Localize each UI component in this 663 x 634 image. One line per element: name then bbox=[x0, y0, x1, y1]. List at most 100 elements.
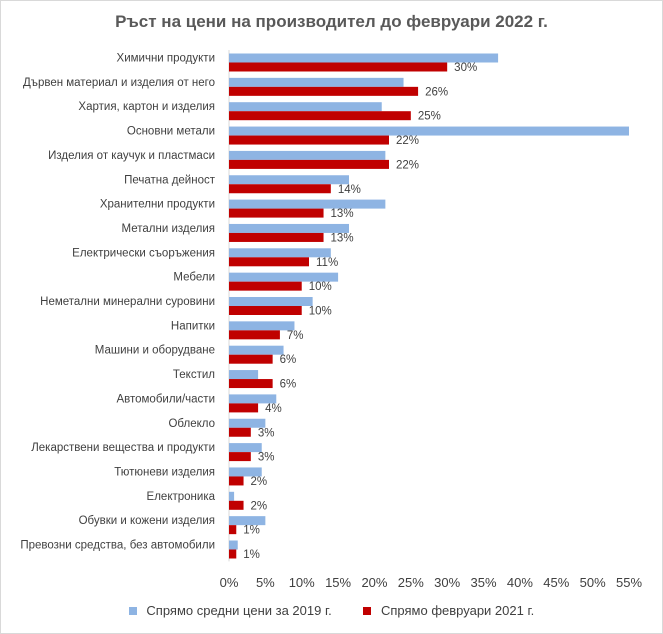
data-label-feb2021: 26% bbox=[425, 86, 448, 98]
bar-feb2021 bbox=[229, 330, 280, 340]
bar-feb2021 bbox=[229, 184, 331, 194]
category-label: Хранителни продукти bbox=[100, 199, 215, 211]
data-label-feb2021: 4% bbox=[265, 403, 282, 415]
bar-2019 bbox=[229, 321, 295, 331]
x-tick-label: 20% bbox=[361, 575, 387, 590]
bar-2019 bbox=[229, 272, 339, 282]
bar-2019 bbox=[229, 102, 382, 112]
data-label-feb2021: 3% bbox=[258, 452, 275, 464]
legend: Спрямо средни цени за 2019 г. Спрямо фев… bbox=[0, 603, 663, 618]
category-label: Изделия от каучук и пластмаси bbox=[48, 150, 215, 162]
data-label-feb2021: 13% bbox=[331, 232, 354, 244]
bar-2019 bbox=[229, 223, 349, 233]
x-tick-label: 10% bbox=[289, 575, 315, 590]
data-label-feb2021: 22% bbox=[396, 135, 419, 147]
bar-2019 bbox=[229, 345, 284, 355]
bar-feb2021 bbox=[229, 549, 237, 559]
bar-feb2021 bbox=[229, 281, 302, 291]
bar-feb2021 bbox=[229, 257, 309, 267]
data-label-feb2021: 11% bbox=[316, 257, 338, 269]
legend-label-2019: Спрямо средни цени за 2019 г. bbox=[146, 603, 332, 618]
bar-2019 bbox=[229, 370, 259, 380]
bar-feb2021 bbox=[229, 427, 251, 437]
bar-2019 bbox=[229, 175, 349, 185]
bar-feb2021 bbox=[229, 500, 244, 510]
data-label-feb2021: 6% bbox=[280, 354, 297, 366]
x-tick-label: 5% bbox=[256, 575, 275, 590]
x-tick-label: 35% bbox=[471, 575, 497, 590]
bar-2019 bbox=[229, 467, 262, 477]
category-label: Метални изделия bbox=[122, 223, 215, 235]
bar-2019 bbox=[229, 418, 266, 428]
bar-feb2021 bbox=[229, 306, 302, 315]
data-label-feb2021: 13% bbox=[331, 208, 354, 220]
category-label: Напитки bbox=[171, 320, 215, 332]
data-label-feb2021: 25% bbox=[418, 111, 441, 123]
legend-label-feb2021: Спрямо февруари 2021 г. bbox=[380, 603, 535, 618]
data-label-feb2021: 1% bbox=[243, 525, 260, 537]
bar-feb2021 bbox=[229, 379, 273, 389]
category-label: Електроника bbox=[147, 491, 216, 503]
category-label: Неметални минерални суровини bbox=[40, 296, 215, 308]
bar-2019 bbox=[229, 126, 629, 136]
bar-feb2021 bbox=[229, 62, 448, 72]
legend-item-feb2021: Спрямо февруари 2021 г. bbox=[363, 603, 534, 618]
x-tick-label: 30% bbox=[434, 575, 460, 590]
bar-2019 bbox=[229, 199, 386, 209]
legend-item-2019: Спрямо средни цени за 2019 г. bbox=[128, 603, 332, 618]
bar-feb2021 bbox=[229, 111, 411, 121]
category-label: Автомобили/части bbox=[116, 393, 215, 405]
bar-feb2021 bbox=[229, 135, 389, 145]
bar-feb2021 bbox=[229, 354, 273, 364]
category-label: Дървен материал и изделия от него bbox=[23, 77, 215, 89]
bar-feb2021 bbox=[229, 525, 237, 535]
data-label-feb2021: 6% bbox=[280, 379, 297, 391]
category-label: Мебели bbox=[173, 272, 215, 284]
bar-feb2021 bbox=[229, 232, 324, 242]
category-label: Обувки и кожени изделия bbox=[79, 515, 215, 527]
category-label: Печатна дейност bbox=[124, 174, 216, 186]
bar-2019 bbox=[229, 77, 404, 87]
data-label-feb2021: 30% bbox=[454, 62, 477, 74]
bar-2019 bbox=[229, 540, 238, 550]
legend-swatch-2019 bbox=[128, 606, 137, 615]
bar-2019 bbox=[229, 394, 277, 404]
category-label: Облекло bbox=[168, 418, 215, 430]
category-label: Текстил bbox=[173, 369, 215, 381]
category-label: Химични продукти bbox=[117, 53, 215, 65]
x-tick-label: 55% bbox=[616, 575, 642, 590]
bar-feb2021 bbox=[229, 159, 389, 169]
category-label: Превозни средства, без автомобили bbox=[20, 540, 215, 552]
category-label: Тютюневи изделия bbox=[114, 466, 215, 478]
chart-title: Ръст на цени на производител до февруари… bbox=[115, 12, 548, 31]
x-tick-label: 25% bbox=[398, 575, 424, 590]
bar-feb2021 bbox=[229, 403, 259, 413]
bar-2019 bbox=[229, 297, 313, 306]
bar-feb2021 bbox=[229, 452, 251, 462]
legend-swatch-feb2021 bbox=[363, 606, 372, 615]
bar-feb2021 bbox=[229, 208, 324, 218]
x-tick-label: 45% bbox=[543, 575, 569, 590]
bar-2019 bbox=[229, 516, 266, 526]
bar-2019 bbox=[229, 150, 386, 160]
x-tick-label: 0% bbox=[220, 575, 239, 590]
data-label-feb2021: 10% bbox=[309, 281, 332, 293]
data-label-feb2021: 7% bbox=[287, 330, 304, 342]
bar-2019 bbox=[229, 491, 235, 501]
data-label-feb2021: 2% bbox=[251, 476, 268, 488]
data-label-feb2021: 14% bbox=[338, 184, 361, 196]
bar-feb2021 bbox=[229, 86, 419, 96]
x-tick-label: 50% bbox=[580, 575, 606, 590]
category-label: Хартия, картон и изделия bbox=[78, 101, 215, 113]
data-label-feb2021: 22% bbox=[396, 159, 419, 171]
data-label-feb2021: 10% bbox=[309, 306, 332, 318]
category-label: Лекарствени вещества и продукти bbox=[31, 442, 215, 454]
bar-feb2021 bbox=[229, 476, 244, 486]
data-label-feb2021: 1% bbox=[243, 549, 260, 561]
category-label: Електрически съоръжения bbox=[72, 247, 215, 259]
x-tick-label: 40% bbox=[507, 575, 533, 590]
bar-2019 bbox=[229, 53, 499, 63]
bar-2019 bbox=[229, 443, 262, 453]
category-label: Машини и оборудване bbox=[95, 345, 215, 357]
